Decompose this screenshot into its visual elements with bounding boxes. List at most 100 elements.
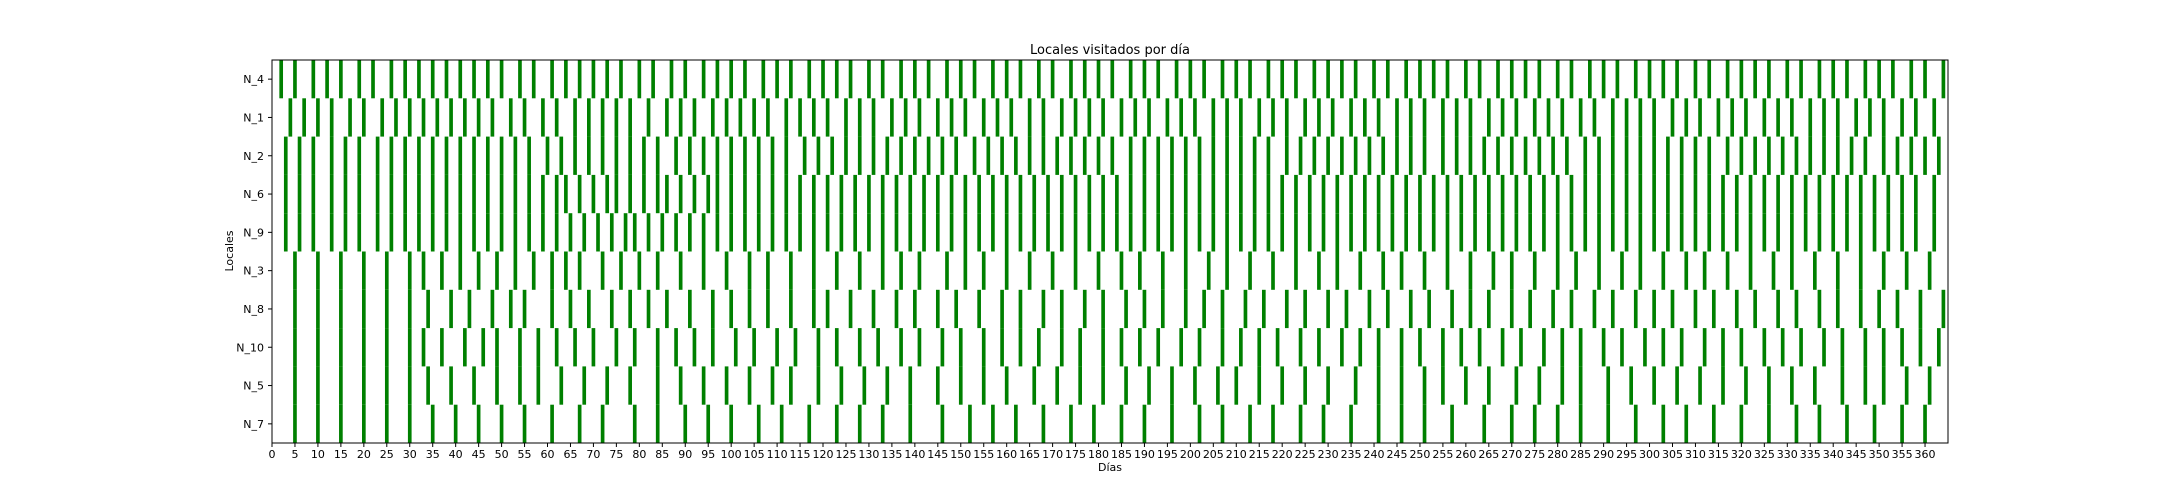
visit-bar-N_4-day-223 bbox=[1294, 60, 1298, 99]
visit-bar-N_3-day-331 bbox=[1790, 251, 1794, 290]
visit-bar-N_6-day-325 bbox=[1762, 174, 1767, 214]
visit-bar-N_9-day-41 bbox=[458, 213, 463, 252]
visit-bar-N_8-day-265 bbox=[1486, 289, 1491, 329]
visit-bar-N_6-day-205 bbox=[1211, 174, 1216, 214]
visit-bar-N_2-day-217 bbox=[1266, 136, 1271, 175]
visit-bar-N_6-day-106 bbox=[756, 174, 761, 214]
visit-bar-N_5-day-206 bbox=[1216, 366, 1220, 405]
visit-bar-N_1-day-20 bbox=[362, 98, 366, 137]
visit-bar-N_9-day-307 bbox=[1679, 213, 1684, 252]
visit-bar-N_9-day-50 bbox=[499, 213, 504, 252]
x-tick-label: 235 bbox=[1341, 448, 1362, 461]
x-tick-label: 0 bbox=[269, 448, 276, 461]
visit-bar-N_10-day-325 bbox=[1762, 328, 1767, 367]
visit-bar-N_4-day-293 bbox=[1615, 60, 1620, 99]
visit-bar-N_3-day-208 bbox=[1225, 251, 1229, 290]
visit-bar-N_7-day-270 bbox=[1509, 404, 1514, 443]
bars-layer bbox=[279, 60, 1946, 443]
visit-bar-N_7-day-111 bbox=[779, 404, 784, 443]
visit-bar-N_4-day-44 bbox=[472, 60, 476, 99]
visit-bar-N_2-day-227 bbox=[1312, 136, 1317, 175]
visit-bar-N_1-day-188 bbox=[1133, 98, 1138, 137]
visit-bar-N_2-day-273 bbox=[1523, 136, 1528, 175]
visit-bar-N_1-day-115 bbox=[798, 98, 802, 137]
visit-bar-N_9-day-97 bbox=[715, 213, 720, 252]
x-tick-label: 20 bbox=[357, 448, 371, 461]
visit-bar-N_9-day-6 bbox=[297, 213, 302, 252]
visit-bar-N_7-day-207 bbox=[1220, 404, 1225, 443]
visit-bar-N_9-day-88 bbox=[674, 213, 678, 252]
visit-bar-N_9-day-259 bbox=[1459, 213, 1464, 252]
visit-bar-N_1-day-175 bbox=[1073, 98, 1078, 137]
visit-bar-N_6-day-136 bbox=[894, 174, 899, 214]
visit-bar-N_10-day-312 bbox=[1702, 328, 1707, 367]
visit-bar-N_2-day-122 bbox=[830, 136, 835, 175]
visit-bar-N_8-day-261 bbox=[1468, 289, 1473, 329]
visit-bar-N_2-day-236 bbox=[1353, 136, 1358, 175]
visit-bar-N_9-day-343 bbox=[1845, 213, 1849, 252]
visit-bar-N_10-day-70 bbox=[591, 328, 596, 367]
visit-bar-N_9-day-241 bbox=[1376, 213, 1381, 252]
visit-bar-N_1-day-181 bbox=[1101, 98, 1105, 137]
visit-bar-N_9-day-94 bbox=[701, 213, 706, 252]
visit-bar-N_7-day-303 bbox=[1661, 404, 1666, 443]
visit-bar-N_6-day-166 bbox=[1032, 174, 1037, 214]
visit-bar-N_2-day-357 bbox=[1909, 136, 1914, 175]
y-tick-label: N_6 bbox=[243, 188, 264, 201]
visit-bar-N_3-day-232 bbox=[1335, 251, 1340, 290]
visit-bar-N_6-day-23 bbox=[375, 174, 380, 214]
visit-bar-N_10-day-272 bbox=[1519, 328, 1523, 367]
visit-bar-N_6-day-133 bbox=[880, 174, 885, 214]
visit-bar-N_9-day-127 bbox=[853, 213, 857, 252]
visit-bar-N_1-day-245 bbox=[1395, 98, 1399, 137]
x-tick-label: 205 bbox=[1203, 448, 1224, 461]
visit-bar-N_2-day-276 bbox=[1537, 136, 1542, 175]
visit-bar-N_1-day-102 bbox=[738, 98, 743, 137]
visit-bar-N_2-day-78 bbox=[628, 136, 632, 175]
visit-bar-N_9-day-205 bbox=[1211, 213, 1216, 252]
visit-bar-N_6-day-124 bbox=[839, 174, 844, 214]
visit-bar-N_1-day-48 bbox=[490, 98, 495, 137]
visit-bar-N_6-day-184 bbox=[1115, 174, 1119, 214]
visit-bar-N_4-day-364 bbox=[1941, 60, 1946, 99]
visit-bar-N_2-day-199 bbox=[1183, 136, 1188, 175]
visit-bar-N_9-day-172 bbox=[1059, 213, 1064, 252]
visit-bar-N_1-day-215 bbox=[1257, 98, 1262, 137]
visit-bar-N_2-day-177 bbox=[1082, 136, 1087, 175]
visit-bar-N_5-day-306 bbox=[1675, 366, 1679, 405]
visit-bar-N_2-day-258 bbox=[1454, 136, 1459, 175]
visit-bar-N_2-day-165 bbox=[1027, 136, 1032, 175]
x-tick-label: 245 bbox=[1386, 448, 1407, 461]
visit-bar-N_6-day-59 bbox=[541, 174, 545, 214]
visit-bar-N_9-day-145 bbox=[935, 213, 940, 252]
visit-bar-N_1-day-161 bbox=[1009, 98, 1014, 137]
visit-bar-N_1-day-125 bbox=[844, 98, 848, 137]
visit-bar-N_6-day-295 bbox=[1624, 174, 1629, 214]
visit-bar-N_9-day-13 bbox=[329, 213, 334, 252]
visit-bar-N_4-day-47 bbox=[485, 60, 490, 99]
visit-bar-N_5-day-124 bbox=[839, 366, 844, 405]
x-tick-label: 215 bbox=[1249, 448, 1270, 461]
x-tick-label: 190 bbox=[1134, 448, 1155, 461]
visit-bar-N_1-day-208 bbox=[1225, 98, 1229, 137]
visit-bar-N_7-day-360 bbox=[1923, 404, 1927, 443]
visit-bar-N_10-day-237 bbox=[1358, 328, 1363, 367]
visit-bar-N_9-day-71 bbox=[596, 213, 600, 252]
visit-bar-N_7-day-128 bbox=[857, 404, 862, 443]
visit-bar-N_7-day-79 bbox=[632, 404, 637, 443]
visit-bar-N_5-day-134 bbox=[885, 366, 890, 405]
visit-bar-N_1-day-135 bbox=[890, 98, 894, 137]
visit-bar-N_8-day-288 bbox=[1592, 289, 1597, 329]
visit-bar-N_2-day-317 bbox=[1725, 136, 1730, 175]
visit-bar-N_8-day-136 bbox=[894, 289, 899, 329]
visit-bar-N_7-day-257 bbox=[1450, 404, 1454, 443]
visit-bar-N_10-day-20 bbox=[362, 328, 366, 367]
visit-bar-N_3-day-123 bbox=[834, 251, 839, 290]
visit-bar-N_10-day-219 bbox=[1275, 328, 1280, 367]
visit-bar-N_8-day-346 bbox=[1858, 289, 1863, 329]
visit-bar-N_3-day-327 bbox=[1771, 251, 1776, 290]
visit-bar-N_6-day-41 bbox=[458, 174, 463, 214]
visit-bar-N_2-day-239 bbox=[1367, 136, 1372, 175]
visit-bar-N_3-day-294 bbox=[1620, 251, 1624, 290]
visit-bar-N_2-day-100 bbox=[729, 136, 734, 175]
